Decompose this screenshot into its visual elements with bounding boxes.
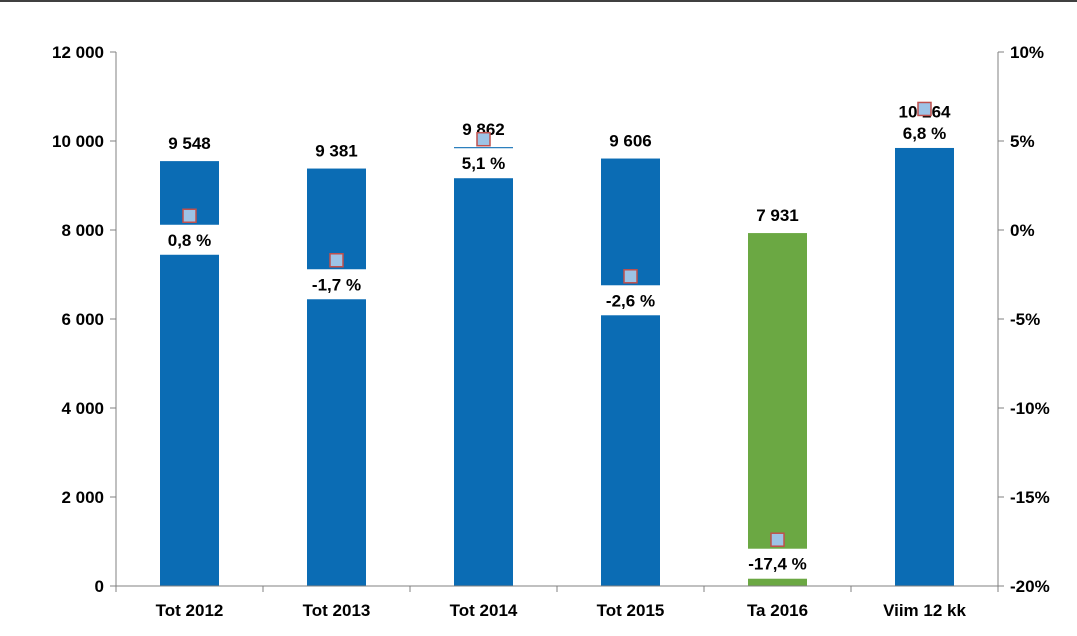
x-tick-label: Viim 12 kk: [883, 601, 966, 620]
axes-group: [110, 51, 1004, 592]
bar: [454, 147, 513, 587]
y-left-tick-label: 6 000: [61, 310, 104, 329]
percent-value-label: 0,8 %: [168, 231, 211, 250]
y-left-tick-label: 8 000: [61, 221, 104, 240]
percent-marker: [917, 101, 932, 117]
percent-marker: [182, 208, 197, 224]
percent-marker: [476, 131, 491, 147]
y-right-tick-label: 5%: [1010, 132, 1035, 151]
x-tick-label: Ta 2016: [747, 601, 808, 620]
bar: [748, 233, 807, 586]
percent-label-bg: [159, 224, 220, 255]
percent-label-bg: [894, 117, 955, 148]
bar: [601, 158, 660, 586]
bar: [307, 168, 366, 586]
y-right-tick-label: -20%: [1010, 577, 1050, 596]
y-left-tick-label: 2 000: [61, 488, 104, 507]
percent-label-bg: [453, 148, 514, 179]
y-right-tick-label: 0%: [1010, 221, 1035, 240]
percent-value-label: -2,6 %: [606, 291, 655, 310]
percent-marker: [770, 532, 785, 547]
bar: [895, 129, 954, 586]
percent-value-label: 5,1 %: [462, 154, 505, 173]
y-right-tick-labels: -20% -15% -10% -5% 0% 5% 10%: [1010, 43, 1050, 596]
percent-value-label: -17,4 %: [748, 555, 807, 574]
x-tick-label: Tot 2014: [450, 601, 518, 620]
x-tick-label: Tot 2015: [597, 601, 665, 620]
y-left-tick-label: 10 000: [52, 132, 104, 151]
x-tick-label: Tot 2013: [303, 601, 371, 620]
percent-value-label: -1,7 %: [312, 275, 361, 294]
percent-markers: [182, 101, 932, 547]
bar-value-label: 9 381: [315, 142, 358, 161]
y-right-tick-label: -10%: [1010, 399, 1050, 418]
bar-value-label: 7 931: [756, 206, 799, 225]
x-tick-label: Tot 2012: [156, 601, 224, 620]
percent-value-labels: 0,8 % -1,7 % 5,1 % -2,6 % -17,4 % 6,8 %: [159, 117, 955, 579]
percent-marker: [623, 269, 638, 284]
percent-label-bg: [600, 285, 661, 316]
y-left-tick-labels: 0 2 000 4 000 6 000 8 000 10 000 12 000: [52, 43, 104, 596]
y-left-tick-label: 12 000: [52, 43, 104, 62]
bar-value-label: 9 548: [168, 134, 211, 153]
percent-marker: [329, 253, 344, 268]
x-tick-labels: Tot 2012 Tot 2013 Tot 2014 Tot 2015 Ta 2016 V…: [156, 601, 967, 620]
bar-value-label: 9 606: [609, 132, 652, 151]
percent-value-label: 6,8 %: [903, 124, 946, 143]
y-right-tick-label: -5%: [1010, 310, 1040, 329]
y-left-tick-label: 4 000: [61, 399, 104, 418]
bar-value-label: 9 862: [462, 120, 505, 139]
y-right-tick-label: 10%: [1010, 43, 1044, 62]
y-left-tick-label: 0: [95, 577, 104, 596]
percent-label-bg: [306, 269, 367, 300]
percent-label-bg: [747, 548, 808, 579]
y-right-tick-label: -15%: [1010, 488, 1050, 507]
bars-group: [160, 129, 954, 587]
